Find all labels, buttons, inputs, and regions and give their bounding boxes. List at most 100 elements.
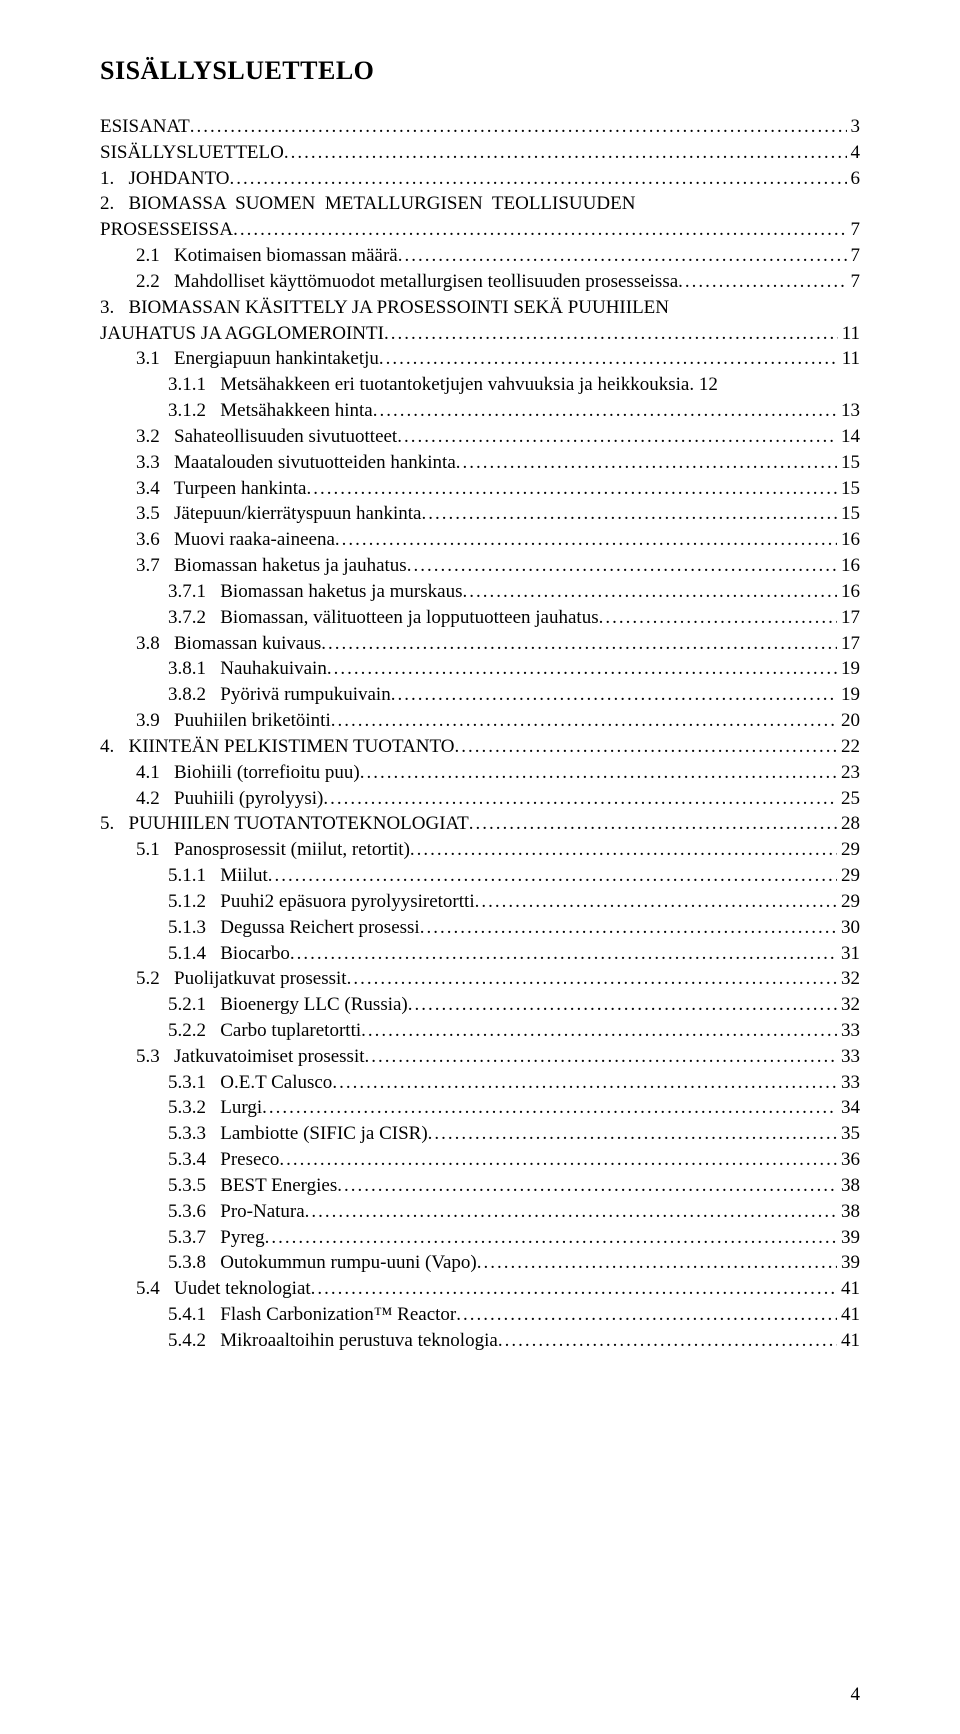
toc-leader: [428, 1121, 837, 1147]
toc-row: 2. BIOMASSA SUOMEN METALLURGISEN TEOLLIS…: [100, 191, 860, 217]
toc-row: 3.1.2 Metsähakkeen hinta13: [100, 398, 860, 424]
toc-label: JAUHATUS JA AGGLOMEROINTI: [100, 321, 384, 347]
toc-page: 39: [837, 1250, 860, 1276]
toc-leader: [678, 269, 846, 295]
toc-row: 3.7.2 Biomassan, välituotteen ja lopputu…: [100, 605, 860, 631]
toc-row: 5.2.2 Carbo tuplaretortti33: [100, 1018, 860, 1044]
toc-page: 17: [837, 605, 860, 631]
toc-row: 3. BIOMASSAN KÄSITTELY JA PROSESSOINTI S…: [100, 295, 860, 321]
toc-page: 16: [837, 527, 860, 553]
toc-row: 3.2 Sahateollisuuden sivutuotteet 14: [100, 424, 860, 450]
toc-leader: [311, 1276, 837, 1302]
toc-label: 4.1 Biohiili (torrefioitu puu): [136, 760, 360, 786]
toc-leader: [391, 682, 837, 708]
toc-label: 5.4 Uudet teknologiat: [136, 1276, 311, 1302]
toc-page: 14: [837, 424, 860, 450]
toc-leader: [331, 708, 837, 734]
toc-row: 5.3.5 BEST Energies38: [100, 1173, 860, 1199]
toc-leader: [498, 1328, 837, 1354]
toc-leader: [373, 398, 837, 424]
toc-row: 2.2 Mahdolliset käyttömuodot metallurgis…: [100, 269, 860, 295]
toc-row: 2.1 Kotimaisen biomassan määrä7: [100, 243, 860, 269]
toc-label: 5.3.8 Outokummun rumpu-uuni (Vapo): [168, 1250, 477, 1276]
toc-page: 16: [837, 553, 860, 579]
toc-row: 3.7.1 Biomassan haketus ja murskaus 16: [100, 579, 860, 605]
toc-page: 15: [837, 450, 860, 476]
toc-label: 5.1.3 Degussa Reichert prosessi: [168, 915, 420, 941]
toc-page: 36: [837, 1147, 860, 1173]
toc-leader: [262, 1095, 837, 1121]
toc-row: 5.3.1 O.E.T Calusco33: [100, 1070, 860, 1096]
toc-page: 7: [847, 269, 861, 295]
toc-leader: [327, 656, 837, 682]
toc-leader: [323, 786, 837, 812]
toc-page: 16: [837, 579, 860, 605]
toc-page: 29: [837, 837, 860, 863]
toc-label: 4. KIINTEÄN PELKISTIMEN TUOTANTO: [100, 734, 455, 760]
toc-label: 5.4.2 Mikroaaltoihin perustuva teknologi…: [168, 1328, 498, 1354]
toc-page: 41: [837, 1328, 860, 1354]
toc-page: 33: [837, 1044, 860, 1070]
toc-label: 5.3.4 Preseco: [168, 1147, 279, 1173]
toc-page: 29: [837, 889, 860, 915]
toc-label: 3.7.1 Biomassan haketus ja murskaus: [168, 579, 462, 605]
document-page: SISÄLLYSLUETTELO ESISANAT3SISÄLLYSLUETTE…: [0, 0, 960, 1734]
toc-label: 5.1.1 Miilut: [168, 863, 268, 889]
toc-leader: [379, 346, 838, 372]
toc-leader: [321, 631, 837, 657]
toc-page: 3: [847, 114, 861, 140]
toc-label: 3. BIOMASSAN KÄSITTELY JA PROSESSOINTI S…: [100, 295, 669, 321]
toc-page: 33: [837, 1070, 860, 1096]
toc-leader: [475, 889, 837, 915]
toc-row: PROSESSEISSA7: [100, 217, 860, 243]
toc-page: 29: [837, 863, 860, 889]
toc-label: 5.3.2 Lurgi: [168, 1095, 262, 1121]
toc-label: 5.3.3 Lambiotte (SIFIC ja CISR): [168, 1121, 428, 1147]
toc-row: 3.9 Puuhiilen briketöinti20: [100, 708, 860, 734]
toc-leader: [421, 501, 837, 527]
toc-leader: [398, 243, 847, 269]
toc-leader: [332, 1070, 837, 1096]
toc-label: 2.1 Kotimaisen biomassan määrä: [136, 243, 398, 269]
toc-label: 2.2 Mahdolliset käyttömuodot metallurgis…: [136, 269, 678, 295]
toc-label: 5. PUUHIILEN TUOTANTOTEKNOLOGIAT: [100, 811, 469, 837]
toc-row: 3.4 Turpeen hankinta15: [100, 476, 860, 502]
toc-page: 15: [837, 476, 860, 502]
toc-label: 5.1.4 Biocarbo: [168, 941, 290, 967]
toc-page: 38: [837, 1199, 860, 1225]
toc-page: 19: [837, 682, 860, 708]
toc-label: 3.2 Sahateollisuuden sivutuotteet: [136, 424, 397, 450]
toc-label: 3.1.1 Metsähakkeen eri tuotantoketjujen …: [168, 372, 689, 398]
toc-page: 38: [837, 1173, 860, 1199]
toc-page: 35: [837, 1121, 860, 1147]
toc-leader: [456, 1302, 837, 1328]
toc-leader: [361, 1018, 837, 1044]
toc-row: 5.4.1 Flash Carbonization™ Reactor41: [100, 1302, 860, 1328]
toc-label: 3.8.1 Nauhakuivain: [168, 656, 327, 682]
toc-leader: [469, 811, 837, 837]
toc-page: 32: [837, 992, 860, 1018]
toc-row: 3.3 Maatalouden sivutuotteiden hankinta1…: [100, 450, 860, 476]
toc-page: 30: [837, 915, 860, 941]
toc-leader: [397, 424, 837, 450]
toc-label: 3.1.2 Metsähakkeen hinta: [168, 398, 373, 424]
toc-leader: [360, 760, 837, 786]
toc-row: 5.1 Panosprosessit (miilut, retortit)29: [100, 837, 860, 863]
toc-page: 7: [847, 217, 861, 243]
toc-label: 3.8 Biomassan kuivaus: [136, 631, 321, 657]
toc-row: 3.1.1 Metsähakkeen eri tuotantoketjujen …: [100, 372, 860, 398]
toc-row: 3.8 Biomassan kuivaus 17: [100, 631, 860, 657]
toc-leader: [337, 1173, 837, 1199]
toc-label: 3.5 Jätepuun/kierrätyspuun hankinta: [136, 501, 421, 527]
toc-leader: [384, 321, 838, 347]
toc-page: 32: [837, 966, 860, 992]
toc-label: 2. BIOMASSA SUOMEN METALLURGISEN TEOLLIS…: [100, 191, 635, 217]
toc-leader: [420, 915, 837, 941]
toc-label: 1. JOHDANTO: [100, 166, 229, 192]
toc-leader: [347, 966, 837, 992]
toc-page: 17: [837, 631, 860, 657]
toc-row: 5.3.6 Pro-Natura38: [100, 1199, 860, 1225]
toc-row: 5.3.4 Preseco 36: [100, 1147, 860, 1173]
toc-leader: [268, 863, 837, 889]
toc-label: 3.8.2 Pyörivä rumpukuivain: [168, 682, 391, 708]
